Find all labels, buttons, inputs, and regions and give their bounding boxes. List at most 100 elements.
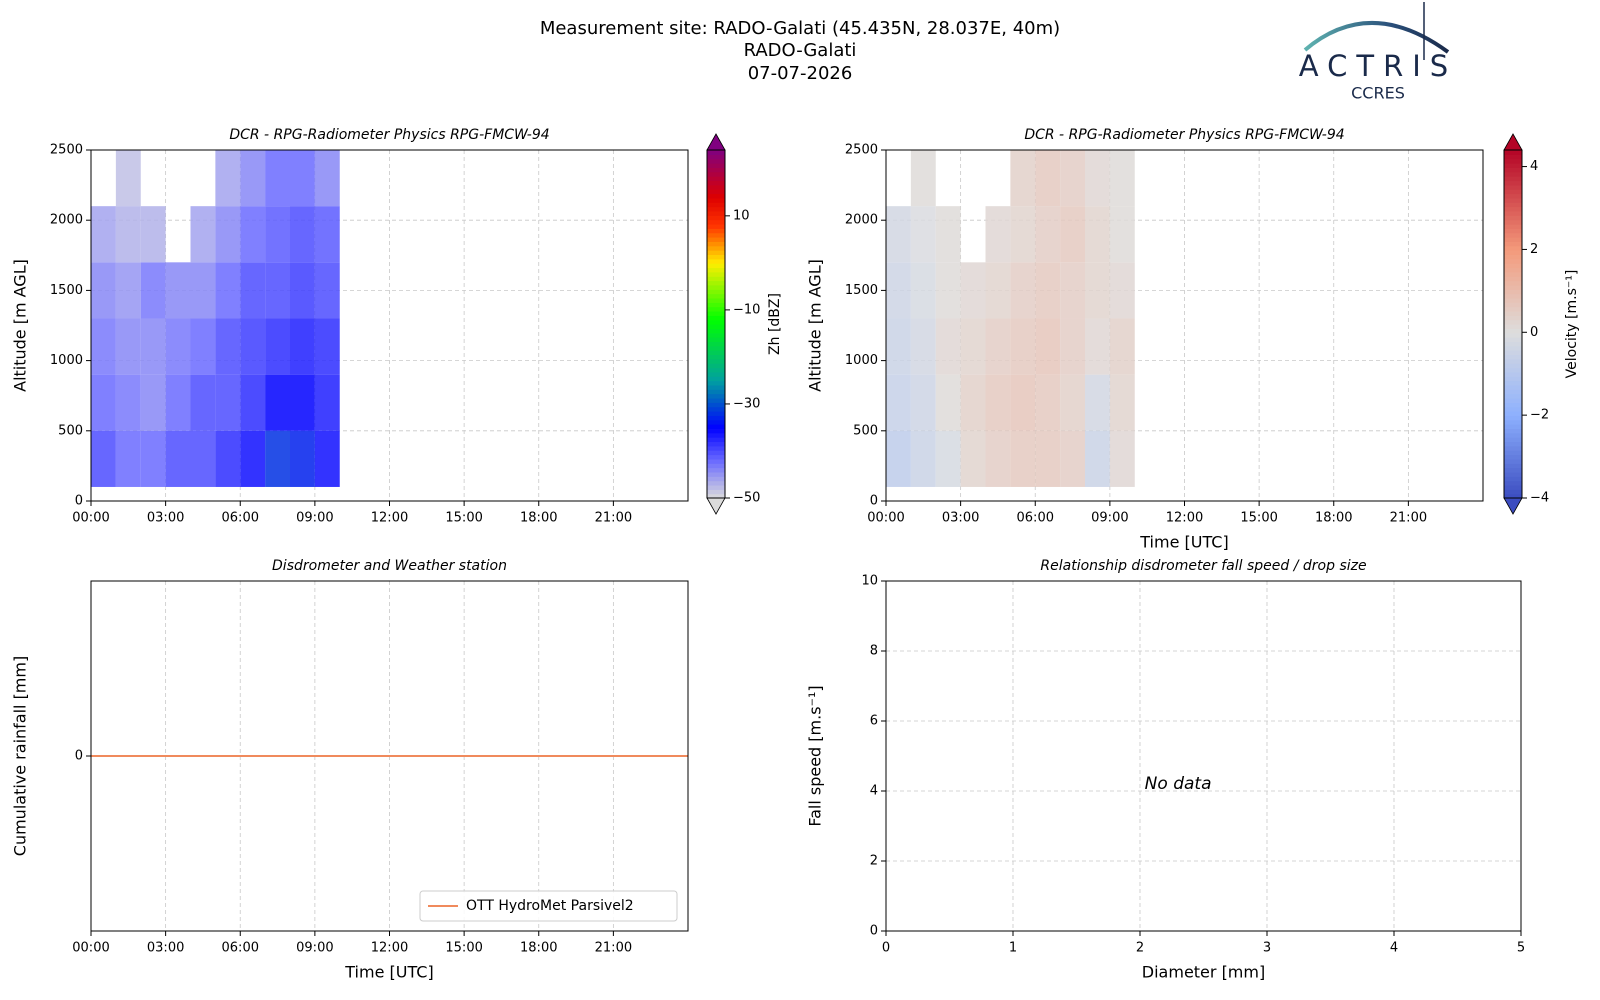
heatmap-cell — [1109, 262, 1135, 319]
colorbar-slice — [707, 276, 725, 282]
colorbar-slice — [707, 358, 725, 364]
heatmap-cell — [1109, 374, 1135, 431]
colorbar-slice — [1504, 254, 1522, 260]
y-tick-label: 500 — [58, 423, 83, 438]
colorbar-slice — [707, 450, 725, 456]
colorbar-slice — [707, 150, 725, 155]
colorbar-slice — [1504, 371, 1522, 377]
colorbar-slice — [1504, 358, 1522, 364]
colorbar-slice — [1504, 210, 1522, 216]
colorbar-slice — [1504, 206, 1522, 212]
heatmap-cell — [190, 374, 216, 431]
colorbar-slice — [707, 471, 725, 477]
colorbar-slice — [1504, 476, 1522, 482]
heatmap-cell — [91, 262, 116, 319]
colorbar-tick-label: −50 — [733, 491, 760, 506]
colorbar-slice — [707, 437, 725, 443]
colorbar-slice — [707, 419, 725, 425]
heatmap-cell — [935, 262, 961, 319]
colorbar-slice — [707, 367, 725, 373]
colorbar-slice — [1504, 302, 1522, 308]
colorbar-slice — [707, 223, 725, 229]
heatmap-cell — [91, 430, 116, 487]
heatmap-cell — [935, 206, 961, 263]
colorbar-tick-label: 10 — [733, 208, 750, 223]
colorbar-slice — [707, 280, 725, 286]
y-tick-label: 2500 — [845, 143, 878, 158]
heatmap-cell — [115, 150, 141, 207]
y-tick-label: 1000 — [845, 353, 878, 368]
colorbar-slice — [1504, 437, 1522, 443]
colorbar-slice — [707, 202, 725, 208]
heatmap-cell — [985, 206, 1011, 263]
colorbar-slice — [707, 267, 725, 273]
heatmap-cell — [91, 206, 116, 263]
colorbar-slice — [1504, 271, 1522, 277]
colorbar-slice — [707, 376, 725, 382]
heatmap-cell — [240, 318, 266, 375]
colorbar-slice — [1504, 397, 1522, 403]
heatmap-cell — [960, 374, 986, 431]
heatmap-cell — [115, 318, 141, 375]
colorbar-slice — [1504, 284, 1522, 290]
axes-frame — [885, 149, 1484, 502]
colorbar-slice — [1504, 258, 1522, 264]
heatmap-cell — [165, 262, 191, 319]
colorbar-slice — [1504, 171, 1522, 177]
x-tick-label: 5 — [1517, 941, 1525, 956]
colorbar-slice — [1504, 197, 1522, 203]
colorbar-slice — [707, 310, 725, 316]
heatmap-cell — [886, 206, 911, 263]
heatmap-cell — [290, 262, 315, 319]
colorbar-slice — [707, 480, 725, 486]
colorbar-slice — [707, 154, 725, 160]
colorbar-slice — [707, 293, 725, 299]
colorbar-slice — [1504, 402, 1522, 408]
colorbar-slice — [1504, 337, 1522, 342]
x-axis-label: Time [UTC] — [344, 963, 433, 982]
colorbar-slice — [707, 237, 725, 242]
y-tick-label: 1500 — [845, 283, 878, 298]
colorbar-slice — [707, 180, 725, 186]
colorbar-slice — [707, 271, 725, 277]
heatmap-cell — [960, 262, 986, 319]
heatmap-cell — [290, 150, 315, 207]
heatmap-cell — [886, 374, 911, 431]
y-tick-label: 2000 — [50, 213, 83, 228]
y-axis-label: Fall speed [m.s⁻¹] — [806, 685, 825, 826]
colorbar-slice — [1504, 345, 1522, 351]
heatmap-cell — [215, 318, 241, 375]
x-tick-label: 00:00 — [867, 511, 904, 526]
y-tick-label: 10 — [861, 574, 878, 589]
heatmap-cell — [985, 374, 1011, 431]
colorbar-slice — [1504, 467, 1522, 473]
colorbar-slice — [707, 371, 725, 377]
colorbar-slice — [707, 158, 725, 164]
colorbar-slice — [1504, 428, 1522, 434]
x-tick-label: 12:00 — [1166, 511, 1203, 526]
colorbar-slice — [1504, 293, 1522, 299]
colorbar-slice — [1504, 432, 1522, 438]
colorbar-slice — [1504, 480, 1522, 486]
colorbar-slice — [707, 297, 725, 303]
heatmap-cell — [265, 374, 290, 431]
colorbar-slice — [707, 445, 725, 451]
heatmap-cell — [115, 430, 141, 487]
heatmap-cell — [1060, 206, 1085, 263]
colorbar-slice — [707, 302, 725, 308]
x-axis-label: Diameter [mm] — [1142, 963, 1265, 982]
colorbar-slice — [707, 263, 725, 269]
heatmap-cell — [910, 374, 936, 431]
axes-frame — [885, 580, 1522, 932]
logo-subtitle: CCRES — [1351, 84, 1405, 103]
colorbar-slice — [707, 254, 725, 260]
axes-frame — [90, 149, 689, 502]
colorbar-slice — [707, 458, 725, 464]
y-tick-label: 2500 — [50, 143, 83, 158]
heatmap-cell — [314, 374, 340, 431]
colorbar-tick-label: −30 — [733, 396, 760, 411]
x-tick-label: 06:00 — [222, 511, 259, 526]
colorbar-slice — [707, 228, 725, 234]
heatmap-cell — [140, 262, 166, 319]
